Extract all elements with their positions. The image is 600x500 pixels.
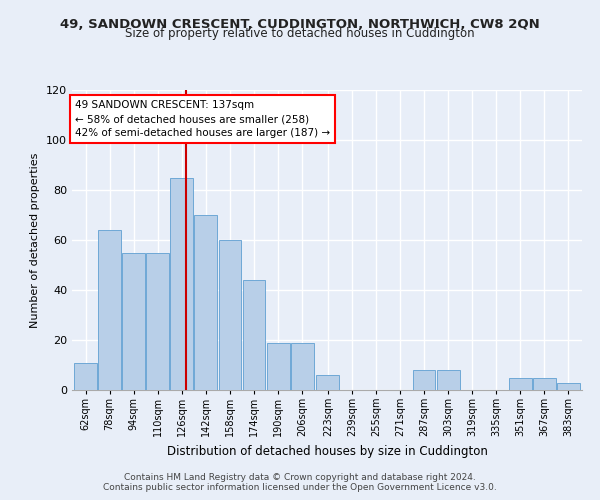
Bar bbox=[98, 230, 121, 390]
Bar bbox=[533, 378, 556, 390]
Bar bbox=[74, 362, 97, 390]
Bar bbox=[242, 280, 265, 390]
Text: Contains public sector information licensed under the Open Government Licence v3: Contains public sector information licen… bbox=[103, 484, 497, 492]
Bar bbox=[218, 240, 241, 390]
Bar bbox=[291, 342, 314, 390]
Bar bbox=[194, 215, 217, 390]
Bar bbox=[413, 370, 436, 390]
Text: 49 SANDOWN CRESCENT: 137sqm
← 58% of detached houses are smaller (258)
42% of se: 49 SANDOWN CRESCENT: 137sqm ← 58% of det… bbox=[75, 100, 330, 138]
Text: 49, SANDOWN CRESCENT, CUDDINGTON, NORTHWICH, CW8 2QN: 49, SANDOWN CRESCENT, CUDDINGTON, NORTHW… bbox=[60, 18, 540, 30]
Bar bbox=[170, 178, 193, 390]
Bar bbox=[316, 375, 339, 390]
Text: Contains HM Land Registry data © Crown copyright and database right 2024.: Contains HM Land Registry data © Crown c… bbox=[124, 474, 476, 482]
Bar bbox=[146, 252, 169, 390]
X-axis label: Distribution of detached houses by size in Cuddington: Distribution of detached houses by size … bbox=[167, 445, 487, 458]
Text: Size of property relative to detached houses in Cuddington: Size of property relative to detached ho… bbox=[125, 28, 475, 40]
Bar bbox=[122, 252, 145, 390]
Bar bbox=[509, 378, 532, 390]
Y-axis label: Number of detached properties: Number of detached properties bbox=[31, 152, 40, 328]
Bar bbox=[557, 382, 580, 390]
Bar bbox=[437, 370, 460, 390]
Bar bbox=[266, 342, 290, 390]
